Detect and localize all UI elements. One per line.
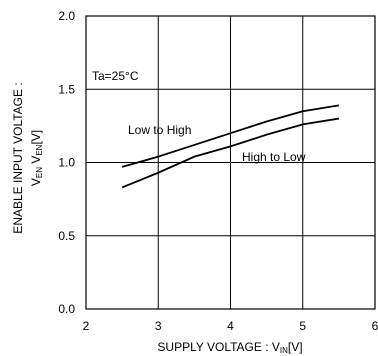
ta-annotation: Ta=25°C	[92, 69, 139, 83]
y-tick-label: 1.0	[58, 156, 75, 170]
y-axis-label-line1: ENABLE INPUT VOLTAGE :	[11, 82, 25, 233]
series-line-low-to-high	[121, 104, 340, 168]
series-label-low-to-high: Low to High	[128, 123, 191, 137]
series-label-high-to-low: High to Low	[242, 150, 306, 164]
x-tick-label: 5	[299, 319, 306, 333]
y-tick-label: 0.5	[58, 229, 75, 243]
x-axis-label: SUPPLY VOLTAGE : VIN[V]	[157, 340, 302, 355]
grid	[86, 16, 375, 309]
plot-frame	[85, 15, 376, 310]
x-tick-label: 3	[155, 319, 162, 333]
x-tick-label: 4	[227, 319, 234, 333]
y-tick-label: 2.0	[58, 9, 75, 23]
series-line-high-to-low	[121, 117, 340, 189]
series-lines	[121, 104, 340, 189]
y-tick-labels: 0.0 0.5 1.0 1.5 2.0	[58, 9, 75, 316]
x-tick-label: 2	[83, 319, 90, 333]
y-tick-label: 0.0	[58, 302, 75, 316]
x-tick-labels: 2 3 4 5 6	[83, 319, 378, 333]
y-axis-label-line2: VEN VEN[V]	[29, 130, 44, 186]
x-tick-label: 6	[372, 319, 378, 333]
y-tick-label: 1.5	[58, 82, 75, 96]
